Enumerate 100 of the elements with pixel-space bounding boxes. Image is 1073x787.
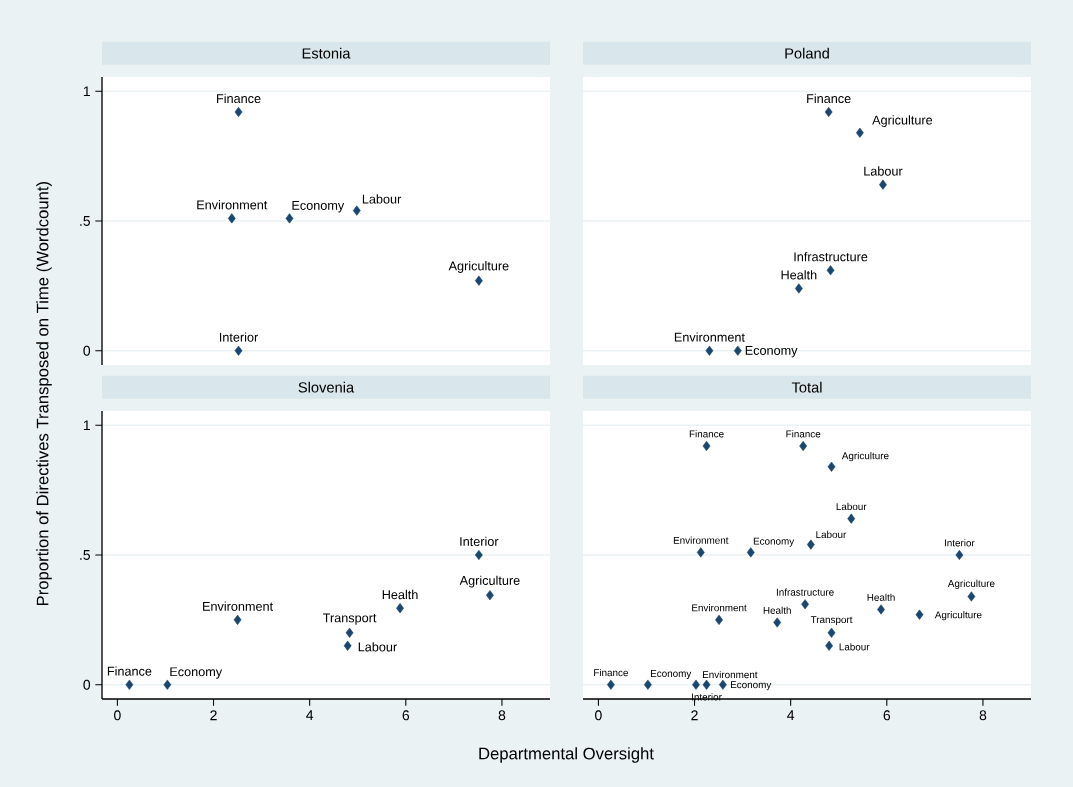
annotation: Finance xyxy=(689,430,724,438)
annotation: Agriculture xyxy=(934,611,982,621)
point xyxy=(827,461,836,472)
annotation: Economy xyxy=(745,346,798,358)
annotation: Labour xyxy=(839,643,870,651)
point xyxy=(827,627,836,638)
point xyxy=(234,345,243,356)
annotation: Transport xyxy=(810,616,853,626)
annotation: Economy xyxy=(753,537,795,547)
annotation: Finance xyxy=(107,666,152,676)
point xyxy=(794,283,803,294)
point xyxy=(826,265,835,276)
y-axis-title: Proportion of Directives Transposed on Time (Wordcount) xyxy=(36,182,52,606)
point xyxy=(343,640,352,651)
annotation: Environment xyxy=(674,332,745,342)
x-axis-title: Departmental Oversight xyxy=(479,747,654,763)
point xyxy=(967,591,976,602)
chart-title: Slovenia xyxy=(298,381,355,393)
annotation: Infrastructure xyxy=(776,588,834,596)
point xyxy=(879,179,887,190)
y-tick-label: .5 xyxy=(80,216,91,226)
x-tick-label: 4 xyxy=(787,710,795,720)
point xyxy=(163,679,172,690)
x-tick-label: 8 xyxy=(498,710,506,721)
point xyxy=(644,679,652,690)
chart-title: Poland xyxy=(785,47,829,59)
point xyxy=(877,604,885,615)
point xyxy=(475,275,483,286)
annotation: Finance xyxy=(594,668,629,677)
point xyxy=(352,205,361,216)
point xyxy=(915,609,924,620)
point xyxy=(799,440,808,452)
annotation: Economy xyxy=(650,670,692,679)
point xyxy=(396,603,404,614)
annotation: Health xyxy=(867,593,895,601)
point xyxy=(227,213,236,224)
y-tick-label: 0 xyxy=(83,679,91,690)
point xyxy=(345,627,354,638)
point xyxy=(715,614,723,625)
annotation: Health xyxy=(781,270,817,280)
point xyxy=(234,106,243,118)
point xyxy=(607,679,615,690)
annotation: Economy xyxy=(730,681,772,691)
annotation: Infrastructure xyxy=(794,251,868,262)
annotation: Agriculture xyxy=(872,115,933,128)
point xyxy=(801,599,809,610)
annotation: Economy xyxy=(170,667,223,679)
point xyxy=(696,547,705,558)
point xyxy=(733,345,742,356)
point xyxy=(692,679,700,690)
x-tick-label: 0 xyxy=(114,710,121,721)
annotation: Agriculture xyxy=(448,261,509,273)
annotation: Transport xyxy=(322,613,377,625)
point xyxy=(955,549,964,561)
y-tick-label: 1 xyxy=(83,420,90,431)
annotation: Agriculture xyxy=(841,451,889,462)
annotation: Labour xyxy=(836,502,867,511)
x-tick-label: 4 xyxy=(306,710,314,720)
annotation: Environment xyxy=(673,536,729,544)
annotation: Labour xyxy=(358,642,397,652)
chart-title: Estonia xyxy=(302,47,351,59)
x-tick-label: 2 xyxy=(210,710,217,721)
point xyxy=(705,345,714,356)
annotation: Labour xyxy=(362,194,402,204)
point xyxy=(702,679,711,690)
annotation: Economy xyxy=(292,201,345,213)
point xyxy=(856,127,864,138)
chart-title: Total xyxy=(791,381,822,393)
annotation: Labour xyxy=(816,530,847,539)
annotation: Agriculture xyxy=(947,579,995,589)
point xyxy=(746,547,755,558)
point xyxy=(847,513,856,524)
annotation: Interior xyxy=(460,536,499,546)
point xyxy=(773,617,782,628)
annotation: Interior xyxy=(219,332,259,342)
x-tick-label: 6 xyxy=(402,710,410,721)
point xyxy=(233,614,242,625)
point xyxy=(824,106,833,118)
annotation: Finance xyxy=(807,93,851,104)
annotation: Environment xyxy=(203,601,274,611)
annotation: Environment xyxy=(197,200,268,210)
annotation: Environment xyxy=(692,604,747,612)
y-tick-label: 0 xyxy=(83,345,91,356)
annotation: Finance xyxy=(786,430,821,438)
point xyxy=(702,440,711,452)
point xyxy=(125,679,134,690)
y-tick-label: 1 xyxy=(83,86,90,97)
point xyxy=(719,679,727,690)
y-tick-label: .5 xyxy=(80,550,91,560)
x-tick-label: 0 xyxy=(595,710,602,721)
annotation: Health xyxy=(763,606,791,614)
point xyxy=(806,539,815,550)
x-tick-label: 2 xyxy=(691,710,698,721)
annotation: Agriculture xyxy=(459,575,520,588)
annotation: Health xyxy=(382,589,418,600)
annotation: Environment xyxy=(702,670,758,679)
x-tick-label: 8 xyxy=(979,710,987,721)
annotation: Finance xyxy=(217,93,261,104)
x-tick-label: 6 xyxy=(883,710,891,721)
annotation: Labour xyxy=(864,166,903,176)
